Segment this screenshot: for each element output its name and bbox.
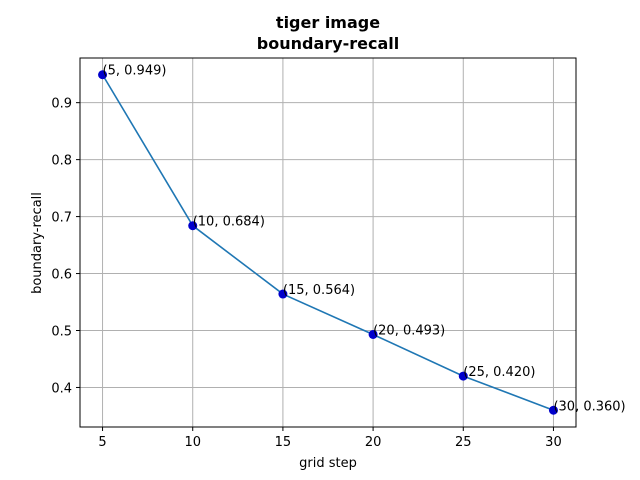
- y-tick-label: 0.7: [51, 211, 72, 226]
- x-tick-label: 5: [98, 435, 106, 450]
- series-line: [101, 74, 554, 412]
- chart-title-line2: boundary-recall: [257, 34, 399, 53]
- y-tick-label: 0.9: [51, 97, 72, 112]
- x-tick-label: 20: [365, 435, 382, 450]
- x-tick-label: 25: [455, 435, 472, 450]
- data-label: (15, 0.564): [283, 283, 355, 298]
- data-point: [368, 329, 378, 339]
- x-axis-label: grid step: [299, 456, 357, 471]
- y-tick-label: 0.4: [51, 381, 72, 396]
- data-point: [458, 371, 468, 381]
- grid-layer: [80, 58, 576, 427]
- tick-layer: 5 10 15 20 25 30 0.4 0.5 0.6 0.7 0.8 0.9: [51, 97, 561, 450]
- data-label: (20, 0.493): [373, 323, 445, 338]
- data-label: (5, 0.949): [103, 64, 167, 79]
- x-tick-label: 30: [545, 435, 562, 450]
- y-tick-label: 0.8: [51, 154, 72, 169]
- series-layer: (5, 0.949) (10, 0.684) (15, 0.564) (20, 0.4…: [98, 64, 626, 415]
- data-point: [278, 289, 288, 299]
- data-label: (25, 0.420): [463, 365, 535, 380]
- data-label: (10, 0.684): [193, 215, 265, 230]
- plot-frame: [79, 57, 577, 428]
- y-tick-label: 0.5: [51, 325, 72, 340]
- x-tick-label: 15: [275, 435, 292, 450]
- y-tick-label: 0.6: [51, 268, 72, 283]
- data-point: [188, 221, 198, 231]
- data-point: [548, 405, 558, 415]
- data-point: [98, 70, 108, 80]
- data-label: (30, 0.360): [553, 399, 625, 414]
- chart-title-line1: tiger image: [276, 13, 380, 32]
- x-tick-label: 10: [184, 435, 201, 450]
- y-axis-label: boundary-recall: [30, 192, 45, 294]
